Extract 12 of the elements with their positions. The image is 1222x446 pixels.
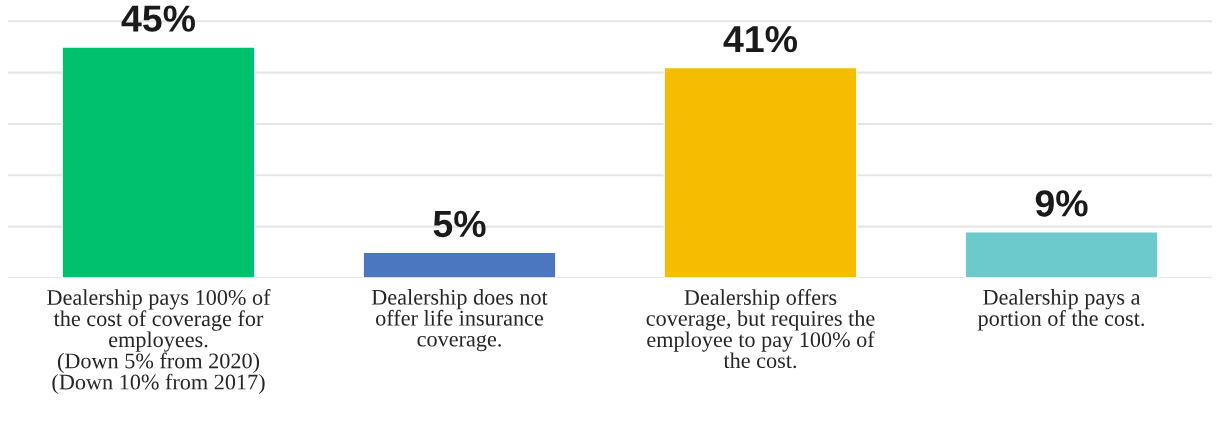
bar <box>61 46 256 278</box>
bar <box>362 251 557 278</box>
bar <box>964 231 1159 278</box>
x-tick-label: Dealership pays a portion of the cost. <box>977 289 1144 331</box>
x-tick-label: Dealership does not offer life insurance coverage. <box>371 289 548 352</box>
x-tick-label: Dealership pays 100% of the cost of coverage for employees. (Down 5% from 2020) (Down 10% from 2017) <box>47 289 271 395</box>
data-label: 9% <box>1035 190 1088 217</box>
bar <box>663 66 858 278</box>
x-tick-label: Dealership offers coverage, but requires the employee to pay 100% of the cost. <box>646 289 875 369</box>
data-label: 41% <box>723 25 798 53</box>
data-label: 5% <box>433 210 486 238</box>
data-label: 45% <box>121 5 196 32</box>
